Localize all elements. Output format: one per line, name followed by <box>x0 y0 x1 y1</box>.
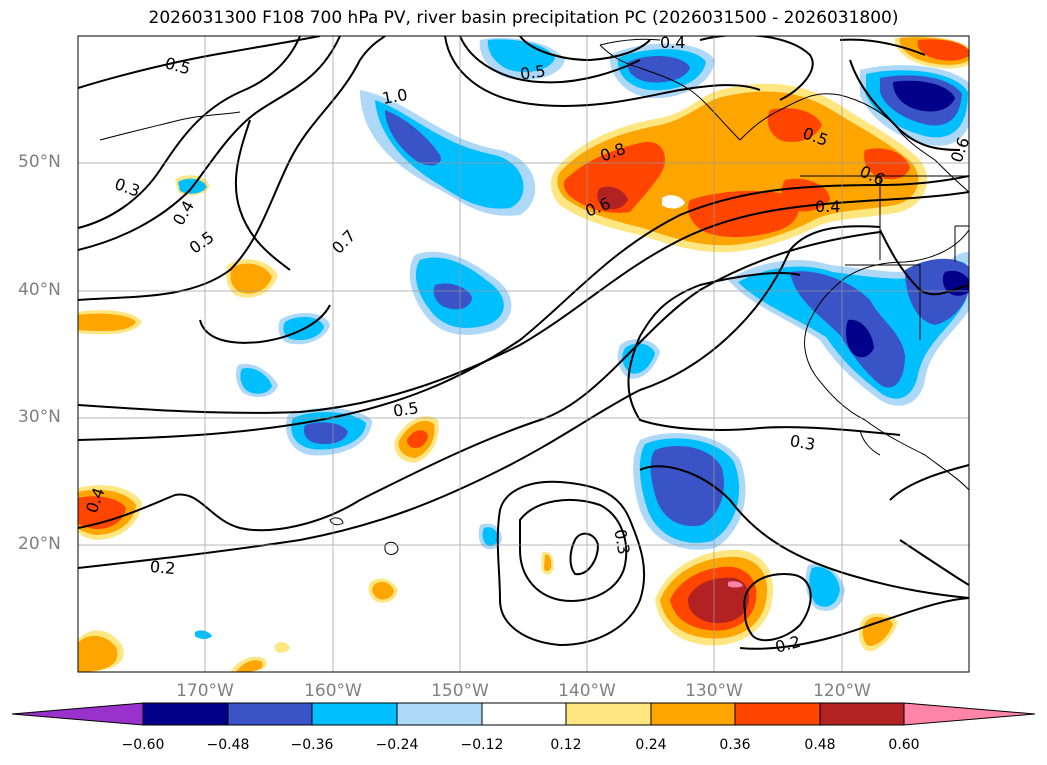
colorbar-tick: 0.60 <box>888 737 920 753</box>
colorbar-tick: 0.48 <box>804 737 836 753</box>
colorbar-swatch <box>565 702 652 726</box>
lon-label-140w: 140°W <box>558 681 616 701</box>
colorbar-swatch <box>227 702 313 726</box>
contour-label: 0.4 <box>815 197 840 216</box>
colorbar-swatch <box>142 702 229 726</box>
colorbar-swatch <box>396 702 483 726</box>
gridlines <box>78 36 969 672</box>
lon-label-120w: 120°W <box>813 681 871 701</box>
borders <box>800 175 969 340</box>
contour-label: 0.4 <box>660 33 685 52</box>
lon-label-130w: 130°W <box>685 681 743 701</box>
lon-label-160w: 160°W <box>304 681 362 701</box>
contour-label: 0.3 <box>610 528 633 556</box>
lat-label-20n: 20°N <box>18 534 61 554</box>
lat-label-40n: 40°N <box>18 280 61 300</box>
colorbar-tick: −0.48 <box>206 737 250 753</box>
contour-label: 0.4 <box>169 197 198 229</box>
colorbar-max-extend <box>903 702 1036 726</box>
colorbar-tick: 0.24 <box>635 737 667 753</box>
colorbar-tick: −0.60 <box>121 737 165 753</box>
pv-contours <box>78 36 969 650</box>
contour-label: 0.3 <box>788 431 816 454</box>
colorbar-tick: 0.12 <box>550 737 582 753</box>
lat-label-50n: 50°N <box>18 152 61 172</box>
contour-label: 0.5 <box>186 227 218 257</box>
colorbar-tick: −0.12 <box>460 737 504 753</box>
colorbar-tick: −0.24 <box>375 737 419 753</box>
map-frame <box>77 35 970 673</box>
contour-label: 0.5 <box>392 398 420 420</box>
colorbar-swatch <box>819 702 905 726</box>
colorbar-swatch <box>311 702 398 726</box>
colorbar-swatch <box>481 702 567 726</box>
map-title: 2026031300 F108 700 hPa PV, river basin … <box>148 8 899 28</box>
contour-label: 0.6 <box>947 135 974 165</box>
contour-label: 0.2 <box>773 632 803 657</box>
contour-label: 1.0 <box>381 85 409 108</box>
colorbar-swatch <box>650 702 736 726</box>
colorbar-min-extend <box>11 702 144 726</box>
contour-label: 0.5 <box>163 53 193 78</box>
lon-label-150w: 150°W <box>431 681 489 701</box>
coastlines <box>99 38 969 555</box>
contour-label: 0.2 <box>149 557 176 578</box>
lat-label-30n: 30°N <box>18 407 61 427</box>
precipitation-shading <box>78 36 969 672</box>
lon-label-170w: 170°W <box>176 681 234 701</box>
contour-label: 0.5 <box>519 61 547 83</box>
colorbar <box>11 702 1036 726</box>
colorbar-swatch <box>734 702 821 726</box>
colorbar-tick: 0.36 <box>719 737 751 753</box>
colorbar-tick: −0.36 <box>290 737 334 753</box>
